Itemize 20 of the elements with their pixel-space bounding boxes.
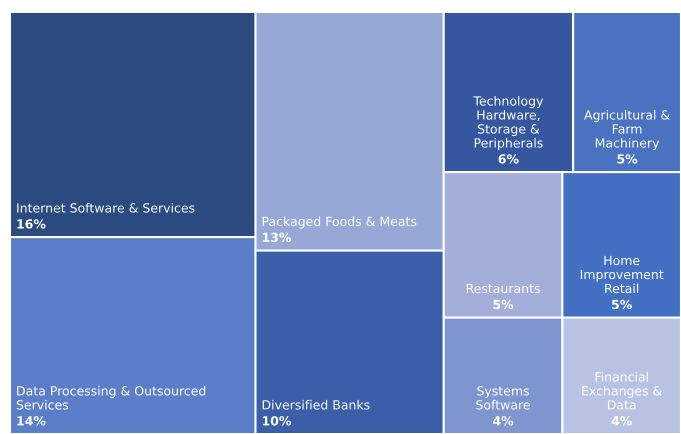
data-label: 14%: [17, 416, 46, 426]
data-label: 5%: [612, 300, 632, 310]
data-label: 4%: [612, 416, 632, 426]
data-label: 16%: [17, 219, 46, 229]
data-label: 13%: [262, 232, 292, 242]
data-label: 5%: [493, 300, 514, 310]
category-label: Technology Hardware, Storage & Peripherals: [473, 96, 544, 150]
data-label: 4%: [492, 416, 514, 426]
category-label: Restaurants: [466, 284, 540, 294]
data-label: 10%: [262, 416, 292, 426]
category-label: Financial Exchanges & Data: [582, 372, 662, 410]
category-label: Home Improvement Retail: [580, 256, 664, 294]
category-label: Internet Software & Services: [17, 202, 194, 213]
category-label: Diversified Banks: [262, 400, 370, 410]
category-label: Data Processing & Outsourced Services: [16, 386, 206, 410]
data-label: 5%: [617, 154, 638, 164]
category-label: Packaged Foods & Meats: [262, 216, 416, 229]
data-label: 6%: [498, 154, 519, 164]
category-label: Systems Software: [476, 386, 530, 410]
category-label: Agricultural & Farm Machinery: [584, 110, 670, 150]
